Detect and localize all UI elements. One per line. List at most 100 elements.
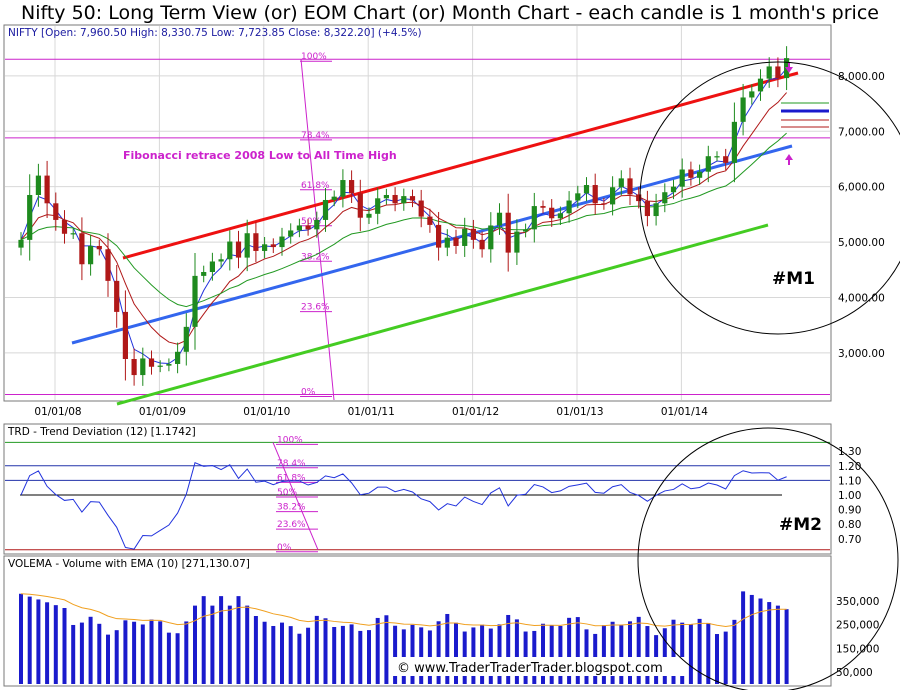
volume-bar: [375, 617, 380, 684]
candle-body: [383, 194, 389, 199]
candle-body: [392, 194, 398, 204]
volume-bar: [332, 627, 337, 684]
price-y-tick-label: 5,000.00: [838, 237, 885, 249]
volume-bar: [575, 617, 580, 684]
volume-bar: [297, 633, 302, 684]
price-y-axis: 3,000.00 4,000.00 5,000.00 6,000.00 7,000.00…: [838, 71, 885, 360]
trd-fib-label: 61.8%: [277, 473, 306, 483]
candle-body: [670, 186, 677, 193]
candle-body: [592, 185, 598, 204]
volume-bar: [175, 633, 180, 684]
volume-bar: [436, 621, 441, 684]
price-x-tick-label: 01/01/08: [34, 406, 81, 418]
candle-body: [27, 194, 33, 240]
candle-body: [201, 272, 207, 276]
candle-body: [566, 200, 572, 214]
volume-bars: [19, 591, 789, 684]
fib-label: 23.6%: [301, 303, 330, 313]
trd-line: [20, 462, 787, 550]
candle-body: [679, 169, 685, 187]
price-panel-title: NIFTY [Open: 7,960.50 High: 8,330.75 Low…: [8, 27, 422, 39]
candle-body: [296, 225, 302, 231]
candle-body: [523, 229, 529, 232]
volume-bar: [158, 621, 163, 684]
candle-body: [488, 225, 494, 250]
volume-bar: [610, 621, 615, 684]
candle-body: [322, 199, 329, 220]
candle-body: [148, 358, 155, 367]
price-candles: [18, 46, 790, 386]
volume-bar: [558, 625, 563, 684]
volume-bar: [140, 624, 145, 684]
volume-bar: [584, 629, 589, 684]
price-channel-lines: [71, 71, 799, 406]
fib-diagonal-line: [300, 59, 335, 401]
candle-body: [70, 233, 76, 235]
volume-bar: [549, 625, 554, 684]
candle-body: [540, 206, 546, 208]
price-y-tick-label: 7,000.00: [838, 126, 885, 138]
trd-panel-frame: [3, 423, 832, 555]
candle-body: [244, 233, 250, 258]
volume-bar: [419, 627, 424, 684]
volume-bar: [280, 622, 284, 684]
candle-body: [627, 178, 633, 195]
candle-body: [314, 219, 320, 230]
candle-body: [444, 237, 450, 248]
candle-body: [227, 241, 233, 260]
candle-body: [549, 207, 555, 219]
candle-body: [114, 280, 120, 312]
fib-label: 61.8%: [301, 181, 330, 191]
candle-body: [775, 66, 781, 79]
volume-bar: [349, 624, 354, 684]
volume-bar: [488, 628, 493, 684]
price-x-tick-label: 01/01/14: [661, 406, 708, 418]
candle-body: [35, 175, 41, 195]
candle-body: [514, 231, 520, 253]
volume-bar: [71, 624, 76, 684]
volume-bar: [401, 629, 406, 684]
volume-bar: [636, 616, 641, 684]
candle-body: [644, 201, 650, 217]
candle-body: [270, 244, 276, 248]
trd-y-tick-label: 1.00: [838, 490, 861, 502]
volume-bar: [219, 596, 224, 684]
candle-body: [218, 259, 224, 262]
watermark: © www.TraderTraderTrader.blogspot.com: [397, 661, 663, 676]
price-panel-frame: [3, 24, 832, 402]
channel-mid-line: [71, 144, 793, 345]
volume-bar: [97, 623, 102, 684]
volume-bar: [471, 627, 476, 684]
candle-body: [557, 213, 563, 219]
volume-bar: [410, 624, 415, 684]
price-markers: [781, 62, 829, 165]
channel-bottom-line: [116, 223, 769, 406]
volume-bar: [775, 605, 780, 684]
volume-bar: [306, 627, 311, 684]
candle-body: [279, 236, 285, 248]
candle-body: [610, 187, 616, 205]
arrow-up-icon-head: [785, 154, 793, 160]
candle-body: [157, 365, 163, 367]
volume-bar: [245, 605, 250, 684]
volume-bar: [193, 605, 197, 684]
volume-bar: [88, 616, 93, 684]
volume-bar: [227, 605, 232, 684]
volume-bar: [645, 626, 650, 684]
volume-ema-line: [20, 593, 787, 627]
volume-bar: [723, 631, 728, 684]
candle-body: [453, 237, 459, 246]
candle-body: [688, 169, 694, 178]
candle-body: [757, 78, 764, 92]
watermark-bg: [393, 657, 685, 676]
trd-fib-label: 78.4%: [277, 459, 306, 469]
volume-bar: [314, 615, 319, 684]
candle-body: [122, 311, 128, 359]
candle-body: [401, 196, 407, 204]
volume-bar: [541, 623, 545, 684]
candle-body: [175, 351, 181, 364]
candle-body: [349, 180, 355, 194]
volume-bar: [114, 630, 119, 684]
volume-bar: [288, 626, 293, 684]
candle-body: [235, 241, 242, 258]
